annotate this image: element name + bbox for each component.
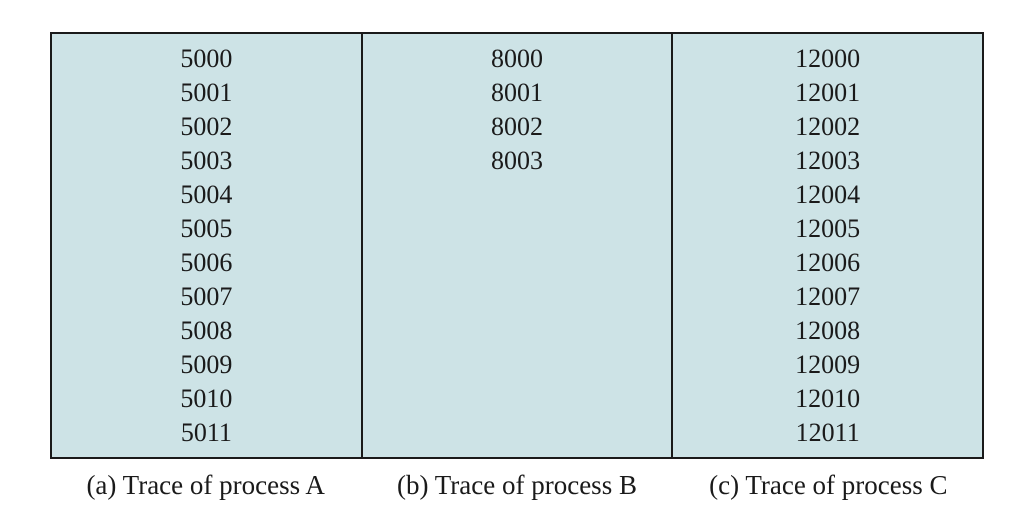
trace-table: 5000 5001 5002 5003 5004 5005 5006 5007 5008 5009… (50, 32, 984, 459)
trace-address-c: 12010 (795, 384, 861, 413)
trace-address-a: 5008 (180, 316, 233, 345)
trace-column-c: 12000 12001 12002 12003 12004 12005 12006 12007… (671, 34, 982, 457)
caption-process-c: (c) Trace of process C (709, 470, 948, 500)
trace-address-c: 12005 (795, 214, 861, 243)
trace-address-c: 12008 (795, 316, 861, 345)
trace-column-b: 8000 8001 8002 8003 (360, 34, 672, 457)
trace-address-c: 12001 (795, 78, 861, 107)
trace-address-c: 12000 (795, 44, 861, 73)
trace-address-b: 8000 (491, 44, 543, 73)
trace-address-a: 5002 (180, 112, 233, 141)
trace-address-c: 12009 (795, 350, 861, 379)
caption-row: (a) Trace of process A (b) Trace of proc… (50, 468, 984, 502)
trace-address-c: 12003 (795, 146, 861, 175)
trace-address-a: 5001 (180, 78, 233, 107)
trace-column-a: 5000 5001 5002 5003 5004 5005 5006 5007 5008 5009… (52, 34, 361, 457)
trace-address-b: 8001 (491, 78, 543, 107)
trace-address-a: 5011 (180, 418, 232, 447)
trace-address-a: 5004 (180, 180, 233, 209)
trace-address-a: 5003 (180, 146, 233, 175)
trace-address-c: 12004 (795, 180, 861, 209)
trace-address-a: 5005 (180, 214, 233, 243)
trace-address-c: 12006 (795, 248, 861, 277)
trace-address-c: 12011 (795, 418, 860, 447)
trace-address-a: 5009 (180, 350, 233, 379)
caption-process-b: (b) Trace of process B (397, 470, 637, 500)
trace-address-c: 12002 (795, 112, 861, 141)
trace-address-a: 5000 (180, 44, 233, 73)
trace-address-b: 8002 (491, 112, 543, 141)
trace-address-a: 5006 (180, 248, 233, 277)
trace-address-a: 5007 (180, 282, 233, 311)
caption-process-a: (a) Trace of process A (86, 470, 325, 500)
trace-address-a: 5010 (180, 384, 233, 413)
trace-address-c: 12007 (795, 282, 861, 311)
trace-address-b: 8003 (491, 146, 543, 175)
